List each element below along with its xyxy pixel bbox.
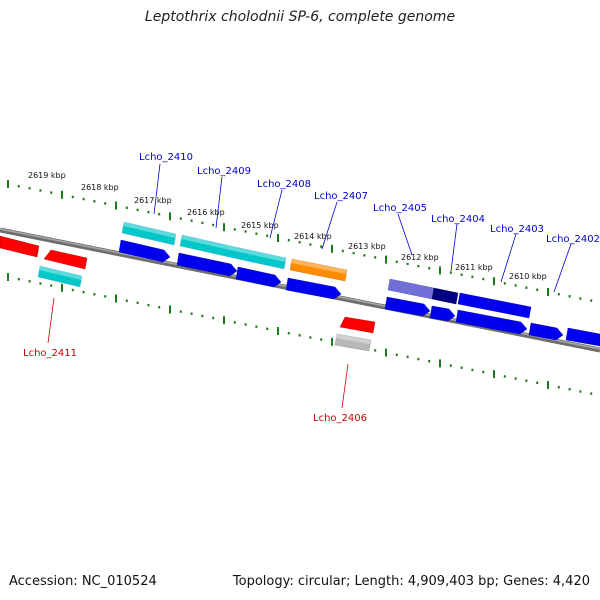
gene-reverse-red-a[interactable] [0, 235, 40, 258]
kbp-label-2619: 2619 kbp [28, 171, 66, 180]
cds-lcho-2404[interactable] [429, 305, 456, 322]
kbp-label-2610: 2610 kbp [509, 272, 547, 281]
cds-lcho-2402[interactable] [528, 322, 564, 341]
cds-lcho-2407[interactable] [285, 277, 342, 300]
kbp-label-2615: 2615 kbp [241, 221, 279, 230]
leader-lcho-2407 [321, 201, 338, 250]
kbp-label-2611: 2611 kbp [455, 263, 493, 272]
kbp-label-2617: 2617 kbp [134, 196, 172, 205]
accession-text: Accession: NC_010524 [9, 574, 157, 589]
label-lcho-2410[interactable]: Lcho_2410 [139, 152, 193, 163]
label-lcho-2407[interactable]: Lcho_2407 [314, 191, 368, 202]
kbp-label-2616: 2616 kbp [187, 208, 225, 217]
kbp-label-2614: 2614 kbp [294, 232, 332, 241]
gene-lcho-2407-orange[interactable] [289, 258, 348, 282]
leader-lcho-2410 [153, 163, 161, 215]
gene-highlight [39, 266, 82, 280]
top-label-leaders [153, 163, 572, 293]
label-lcho-2406[interactable]: Lcho_2406 [313, 413, 367, 424]
cds-lcho-2405[interactable] [384, 296, 431, 317]
label-lcho-2405[interactable]: Lcho_2405 [373, 203, 427, 214]
leader-lcho-2403 [500, 233, 517, 283]
kbp-label-2612: 2612 kbp [401, 253, 439, 262]
gene-highlight [123, 222, 176, 238]
leader-lcho-2406 [341, 363, 349, 409]
label-lcho-2411[interactable]: Lcho_2411 [23, 348, 77, 359]
bottom-label-leaders [47, 297, 349, 409]
leader-lcho-2404 [450, 223, 458, 272]
label-lcho-2403[interactable]: Lcho_2403 [490, 224, 544, 235]
gene-lcho-2405-purple[interactable] [387, 278, 435, 300]
gene-highlight [291, 259, 347, 274]
gene-lcho-2406-gray[interactable] [334, 333, 372, 352]
leader-lcho-2411 [47, 297, 55, 344]
gene-reverse-red-b[interactable] [43, 249, 88, 270]
gene-highlight [181, 235, 240, 252]
label-lcho-2409[interactable]: Lcho_2409 [197, 166, 251, 177]
kbp-label-2618: 2618 kbp [81, 183, 119, 192]
genome-title: Leptothrix cholodnii SP-6, complete geno… [144, 9, 456, 25]
kbp-label-2613: 2613 kbp [348, 242, 386, 251]
gene-lcho-2403-blue[interactable] [457, 292, 532, 319]
label-lcho-2404[interactable]: Lcho_2404 [431, 214, 485, 225]
leader-lcho-2405 [397, 213, 413, 256]
gene-highlight [336, 334, 371, 344]
gene-features [0, 221, 600, 352]
genome-summary-text: Topology: circular; Length: 4,909,403 bp… [232, 574, 590, 589]
cds-lcho-2410[interactable] [118, 239, 171, 263]
cds-lcho-2409[interactable] [176, 252, 238, 277]
gene-lcho-2408-cyan[interactable] [237, 247, 287, 270]
gene-lcho-2404-navy[interactable] [431, 287, 459, 305]
kbp-scale-labels: 2619 kbp 2618 kbp 2617 kbp 2616 kbp 2615… [28, 171, 547, 281]
cds-lcho-2408[interactable] [235, 266, 282, 288]
gene-lcho-2411-cyan[interactable] [37, 265, 83, 288]
kbp-tick-row-top [7, 180, 593, 302]
top-gene-labels: Lcho_2410 Lcho_2409 Lcho_2408 Lcho_2407 … [139, 152, 600, 245]
label-lcho-2402[interactable]: Lcho_2402 [546, 234, 600, 245]
kbp-tick-row-bottom [7, 273, 593, 395]
leader-lcho-2409 [215, 176, 223, 229]
gene-lcho-2406-red[interactable] [339, 316, 376, 334]
gene-lcho-2410-cyan[interactable] [121, 221, 177, 246]
leader-lcho-2402 [553, 243, 572, 293]
label-lcho-2408[interactable]: Lcho_2408 [257, 179, 311, 190]
cds-lcho-2403[interactable] [455, 309, 528, 335]
leader-lcho-2408 [269, 189, 283, 239]
cds-lcho-2401[interactable] [565, 327, 600, 347]
gene-highlight [239, 248, 286, 262]
bottom-gene-labels: Lcho_2411 Lcho_2406 [23, 348, 367, 424]
